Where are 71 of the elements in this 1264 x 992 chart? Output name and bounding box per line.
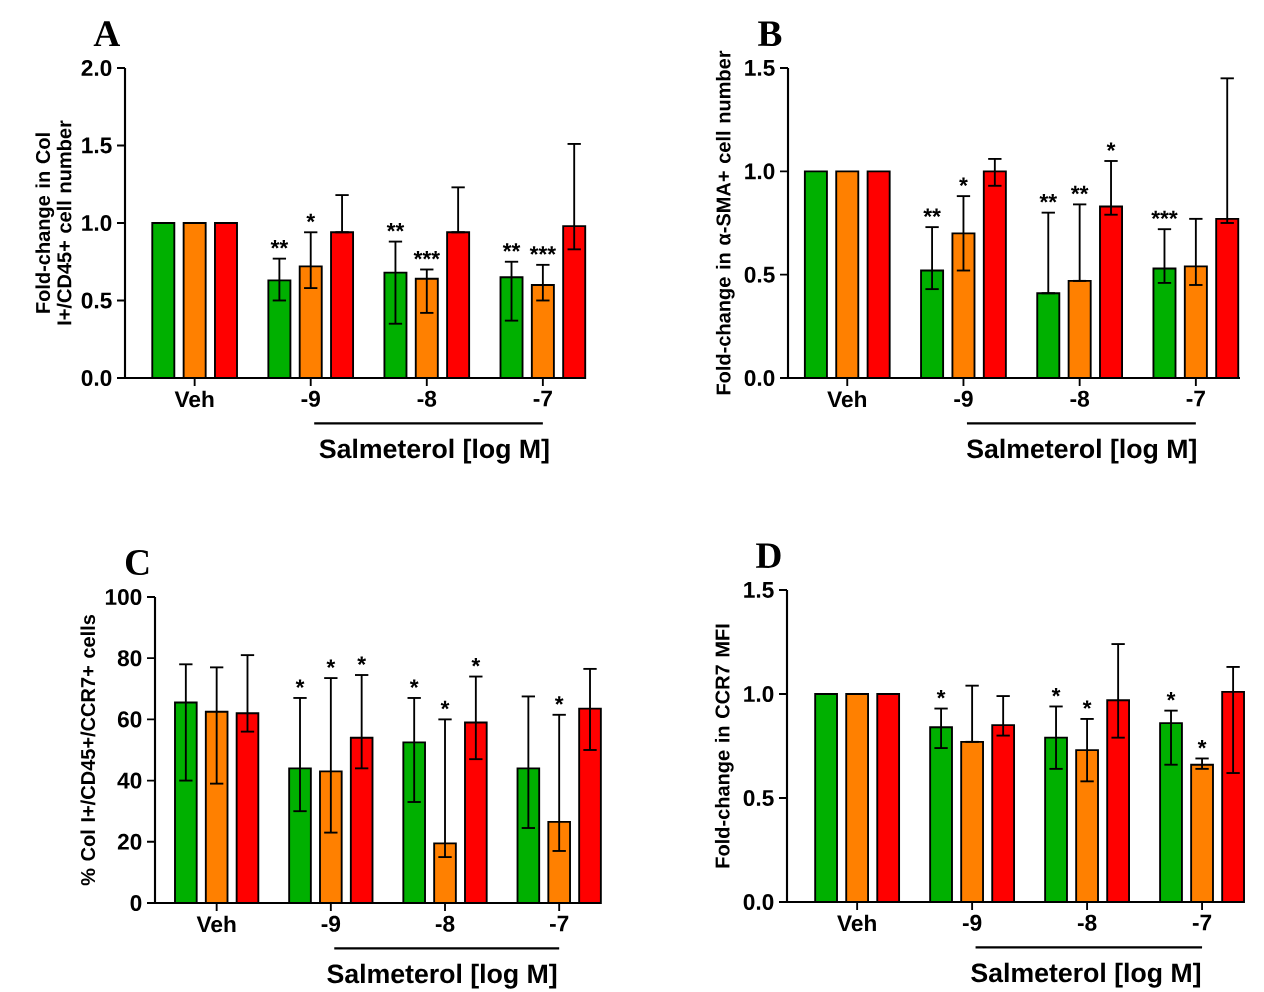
annotation: * — [936, 690, 946, 699]
annotation: * — [1051, 687, 1061, 697]
annotation: ** — [502, 243, 521, 252]
x-tick-label: -9 — [321, 915, 341, 932]
annotation: ** — [270, 240, 289, 249]
chart-title: B — [758, 21, 782, 46]
annotation: * — [440, 700, 450, 710]
y-axis-title: Fold-change in CCR7 MFI — [714, 624, 734, 868]
x-tick-label: Veh — [196, 915, 236, 933]
y-tick-label: 80 — [117, 650, 142, 667]
annotation: *** — [413, 250, 440, 260]
y-tick-label: 0.5 — [81, 292, 112, 309]
chart-title: C — [125, 550, 149, 576]
x-axis-title: Salmeterol [log M] — [327, 963, 557, 989]
y-tick-label: 1.0 — [82, 214, 112, 232]
y-tick-label: 1.0 — [745, 163, 775, 180]
annotation: *** — [529, 246, 557, 255]
chart-title: D — [756, 543, 781, 568]
chart-title: A — [93, 21, 121, 46]
y-axis-title: Fold-change in Col I+/CD45+ cell number — [35, 120, 72, 325]
x-tick-label: -8 — [435, 915, 455, 932]
x-axis-title: Salmeterol [log M] — [319, 438, 549, 464]
annotation: *** — [1151, 210, 1178, 220]
x-tick-label: -7 — [1186, 390, 1205, 407]
y-tick-label: 1.5 — [82, 137, 112, 154]
annotation: * — [357, 656, 367, 665]
x-tick-label: Veh — [827, 390, 867, 408]
annotation: ** — [1039, 194, 1058, 203]
y-tick-label: 20 — [117, 833, 142, 850]
y-tick-label: 0.0 — [743, 893, 774, 911]
x-tick-label: -7 — [1192, 914, 1212, 931]
x-tick-label: -7 — [549, 915, 569, 932]
y-tick-label: 0 — [130, 894, 142, 912]
annotation: ** — [1070, 185, 1089, 195]
annotation: * — [1197, 739, 1207, 749]
annotation: * — [306, 213, 316, 223]
annotation: * — [326, 659, 336, 668]
x-tick-label: Veh — [837, 914, 876, 932]
x-tick-label: -9 — [954, 390, 973, 407]
annotation: * — [1082, 700, 1092, 709]
x-tick-label: -9 — [962, 914, 982, 931]
y-tick-label: 1.0 — [744, 685, 774, 703]
x-axis-title: Salmeterol [log M] — [967, 438, 1196, 464]
y-tick-label: 0.0 — [744, 369, 775, 387]
x-tick-label: -8 — [417, 390, 437, 407]
annotation: * — [409, 679, 419, 688]
annotation: * — [1106, 142, 1116, 151]
y-tick-label: 100 — [105, 588, 142, 606]
y-tick-label: 60 — [117, 711, 142, 728]
annotation: ** — [386, 223, 405, 232]
y-tick-label: 1.5 — [744, 582, 774, 598]
annotation: * — [554, 696, 564, 705]
y-tick-label: 2.0 — [81, 59, 112, 77]
annotation: * — [1166, 692, 1176, 701]
x-tick-label: -8 — [1077, 914, 1097, 931]
x-axis-title: Salmeterol [log M] — [971, 962, 1201, 988]
annotation: * — [295, 679, 305, 688]
x-tick-label: Veh — [174, 390, 214, 408]
y-tick-label: 40 — [117, 772, 142, 789]
y-tick-label: 0.5 — [743, 789, 774, 807]
y-axis-title: Fold-change in α-SMA+ cell number — [715, 50, 735, 395]
x-tick-label: -8 — [1070, 390, 1090, 407]
annotation: * — [959, 177, 968, 187]
y-tick-label: 0.0 — [81, 369, 112, 387]
annotation: ** — [923, 208, 941, 218]
x-tick-label: -9 — [301, 390, 320, 407]
y-tick-label: 0.5 — [744, 266, 775, 283]
y-axis-title: % Col I+/CD45+/CCR7+ cells — [80, 614, 96, 886]
y-tick-label: 1.5 — [745, 60, 775, 76]
annotation: * — [471, 658, 481, 667]
x-tick-label: -7 — [533, 390, 552, 407]
